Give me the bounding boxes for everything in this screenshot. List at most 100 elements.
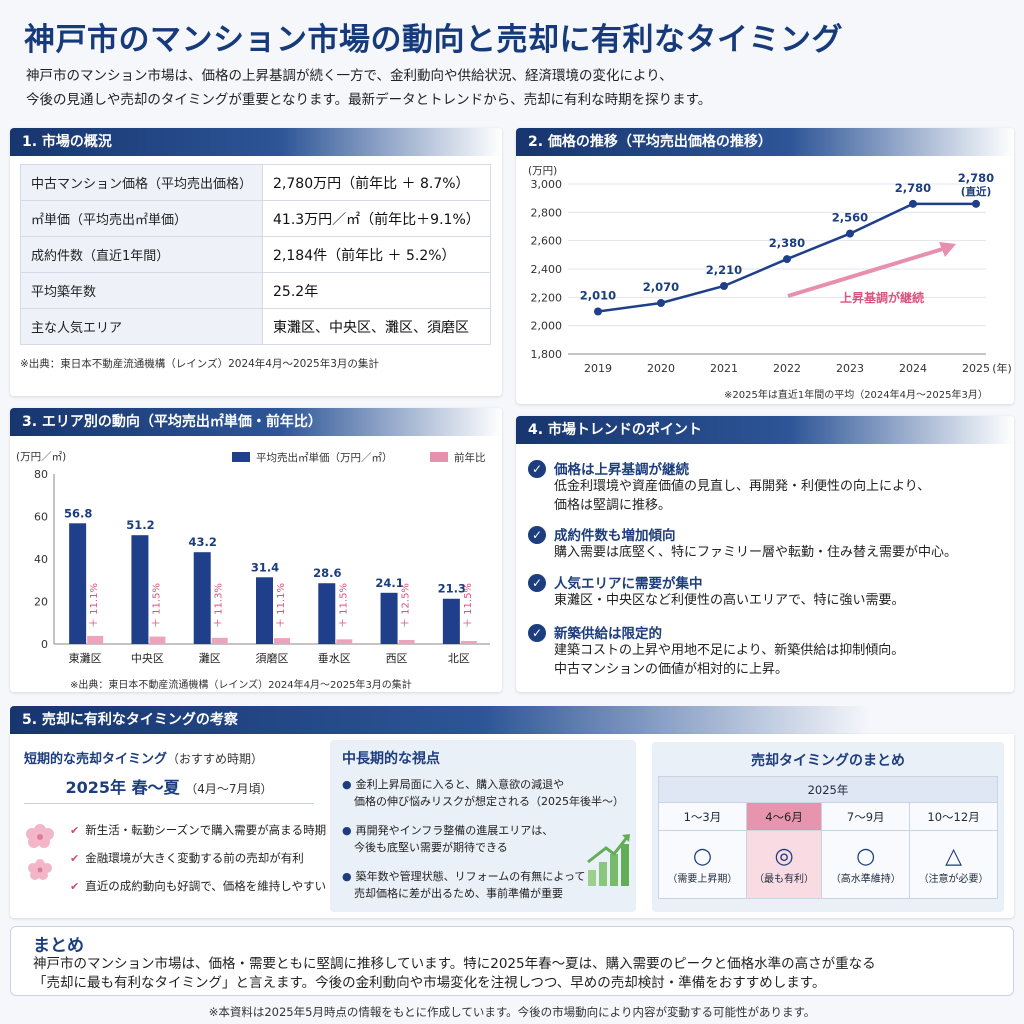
area-bar-chart: (万円／㎡) 平均売出㎡単価（万円／㎡） 前年比 0 20 40 60 80 56.8 ＋ 11.…: [16, 451, 490, 665]
year-label: 2025年: [658, 776, 998, 803]
bar-yoy: [274, 638, 290, 644]
mid-term-line: 売却価格に差が出るため、事前準備が重要: [354, 887, 563, 900]
bar-yoy: [211, 637, 228, 644]
section-heading: 2. 価格の推移（平均売出価格の推移）: [516, 128, 1014, 156]
bar-price: [318, 583, 336, 644]
row-value: 2,780万円（前年比 ＋ 8.7%）: [262, 164, 491, 201]
mid-term-item: ● 金利上昇局面に入ると、購入意欲の減退や 価格の伸び悩みリスクが想定される（20…: [342, 778, 624, 808]
table-row: 中古マンション価格（平均売出価格） 2,780万円（前年比 ＋ 8.7%）: [19, 164, 491, 201]
legend-label: 平均売出㎡単価（万円／㎡）: [256, 451, 393, 464]
timing-summary-title: 売却タイミングのまとめ: [751, 753, 905, 769]
period-rating: ○ （高水準維持）: [821, 830, 911, 899]
trend-point-body: 建築コストの上昇や用地不足により、新築供給は抑制傾向。 中古マンションの価値が相…: [554, 641, 904, 679]
yoy-value-label: ＋ 11.5%: [151, 583, 162, 628]
row-label: 成約件数（直近1年間）: [19, 236, 264, 273]
symbol-row: ○ （需要上昇期） ◎ （最も有利） ○ （高水準維持） △ （注意が必要）: [658, 830, 998, 899]
period-row: 1～3月 4～6月 7～9月 10～12月: [658, 802, 998, 831]
bar-value-label: 21.3: [438, 582, 466, 596]
x-tick-label: 2019: [584, 362, 612, 375]
rating-note: （需要上昇期）: [667, 874, 738, 885]
check-icon: ✓: [528, 624, 546, 642]
season-text: 2025年 春～夏: [65, 778, 180, 797]
trend-point-title: 価格は上昇基調が継続: [554, 462, 689, 478]
circle-icon: ○: [692, 844, 713, 869]
check-icon: ✓: [528, 460, 546, 478]
chart-note: ※2025年は直近1年間の平均（2024年4月～2025年3月）: [724, 390, 988, 401]
short-term-bullet: 新生活・転勤シーズンで購入需要が高まる時期: [70, 822, 326, 838]
trend-point-title: 人気エリアに需要が集中: [554, 576, 703, 592]
y-tick-label: 2,200: [531, 291, 563, 304]
period-label: 7～9月: [821, 802, 911, 831]
footnote: ※本資料は2025年5月時点の情報をもとに作成しています。今後の市場動向により内…: [208, 1005, 816, 1019]
rating-note: （高水準維持）: [830, 874, 901, 885]
x-tick-label: 2022: [773, 362, 801, 375]
x-tick-label: 2023: [836, 362, 864, 375]
price-line-chart: (万円) 1,800 2,000 2,200 2,400 2,600 2,800 3,000 2…: [528, 165, 1012, 375]
conclusion-title: まとめ: [33, 936, 84, 956]
data-label: 2,560: [832, 211, 868, 225]
conclusion-box: まとめ 神戸市のマンション市場は、価格・需要ともに堅調に推移しています。特に20…: [10, 926, 1014, 996]
data-point: [783, 255, 791, 264]
x-tick-label: 須磨区: [256, 652, 289, 665]
row-label: 平均築年数: [19, 272, 264, 309]
mid-term-line: 今後も底堅い需要が期待できる: [354, 841, 508, 854]
table-row: 主な人気エリア 東灘区、中央区、灘区、須磨区: [19, 308, 491, 345]
short-term-bullet: 金融環境が大きく変動する前の売却が有利: [70, 850, 304, 866]
row-value: 25.2年: [262, 272, 491, 309]
overview-table: 中古マンション価格（平均売出価格） 2,780万円（前年比 ＋ 8.7%） ㎡単価…: [19, 164, 491, 345]
source-note: ※出典：東日本不動産流通機構（レインズ）2024年4月～2025年3月の集計: [70, 680, 412, 691]
x-tick-label: 2020: [647, 362, 675, 375]
yoy-value-label: ＋ 11.5%: [338, 583, 349, 628]
bar-value-label: 24.1: [375, 576, 403, 590]
table-row: ㎡単価（平均売出㎡単価） 41.3万円／㎡（前年比＋9.1%）: [19, 200, 491, 237]
bar-value-label: 31.4: [251, 560, 279, 574]
data-point: [657, 299, 665, 307]
season-note: （4月～7月頃）: [185, 782, 273, 796]
period-label: 1～3月: [658, 802, 747, 831]
trend-point-body: 低金利環境や資産価値の見直し、再開発・利便性の向上により、 価格は堅調に推移。: [554, 477, 930, 515]
x-tick-label: 西区: [386, 652, 408, 665]
trend-arrow-label: 上昇基調が継続: [840, 290, 924, 305]
y-axis-label: (万円): [528, 165, 557, 177]
bar-yoy: [460, 641, 477, 644]
x-axis-label: (年): [992, 361, 1012, 375]
conclusion-body: 神戸市のマンション市場は、価格・需要ともに堅調に推移しています。特に2025年春…: [33, 955, 876, 993]
section-heading: 4. 市場トレンドのポイント: [516, 416, 1014, 444]
row-label: 中古マンション価格（平均売出価格）: [19, 164, 264, 201]
section-heading: 5. 売却に有利なタイミングの考察: [10, 706, 870, 734]
row-label: ㎡単価（平均売出㎡単価）: [19, 200, 264, 237]
y-tick-label: 2,000: [531, 320, 563, 333]
bar-price: [193, 552, 211, 644]
trend-arrow-head-icon: [939, 242, 956, 257]
conclusion-line: 「売却に最も有利なタイミング」と言えます。今後の金利動向や市場変化を注視しつつ、…: [33, 975, 826, 991]
yoy-value-label: ＋ 11.1%: [276, 583, 287, 628]
mid-term-box: 中長期的な視点 ● 金利上昇局面に入ると、購入意欲の減退や 価格の伸び悩みリスクが…: [330, 740, 636, 912]
body-line: 価格は堅調に推移。: [554, 498, 672, 513]
data-point: [846, 229, 854, 238]
source-note: ※出典：東日本不動産流通機構（レインズ）2024年4月～2025年3月の集計: [20, 358, 379, 370]
bar-price: [380, 592, 398, 644]
bar-yoy: [336, 639, 353, 644]
data-label: 2,780: [895, 181, 931, 195]
period-rating: ○ （需要上昇期）: [658, 830, 747, 899]
trend-points-panel: 4. 市場トレンドのポイント ✓ 価格は上昇基調が継続 低金利環境や資産価値の見…: [516, 416, 1014, 692]
short-term-bullet: 直近の成約動向も好調で、価格を維持しやすい: [70, 878, 326, 894]
bar-value-label: 56.8: [64, 506, 92, 520]
bar-value-label: 28.6: [313, 566, 341, 580]
row-label: 主な人気エリア: [19, 308, 264, 345]
growth-chart-icon: [587, 834, 630, 886]
section-heading: 1. 市場の概況: [10, 128, 502, 156]
y-axis-label: (万円／㎡): [16, 451, 66, 463]
year-row: 2025年: [658, 776, 998, 803]
mid-term-item: ● 再開発やインフラ整備の進展エリアは、 今後も底堅い需要が期待できる: [342, 824, 554, 854]
mid-term-line: 金利上昇局面に入ると、購入意欲の減退や: [355, 778, 565, 791]
row-value: 41.3万円／㎡（前年比＋9.1%）: [262, 200, 491, 237]
x-tick-label: 中央区: [131, 652, 164, 665]
area-trend-panel: 3. エリア別の動向（平均売出㎡単価・前年比） (万円／㎡) 平均売出㎡単価（万円…: [10, 408, 502, 692]
market-overview-panel: 1. 市場の概況 中古マンション価格（平均売出価格） 2,780万円（前年比 ＋ …: [10, 128, 502, 396]
y-tick-label: 2,400: [531, 263, 563, 276]
y-tick-label: 0: [41, 638, 48, 651]
bar-price: [442, 598, 460, 644]
page-title: 神戸市のマンション市場の動向と売却に有利なタイミング: [24, 22, 843, 58]
intro-text: 神戸市のマンション市場は、価格の上昇基調が続く一方で、金利動向や供給状況、経済環…: [26, 64, 711, 112]
